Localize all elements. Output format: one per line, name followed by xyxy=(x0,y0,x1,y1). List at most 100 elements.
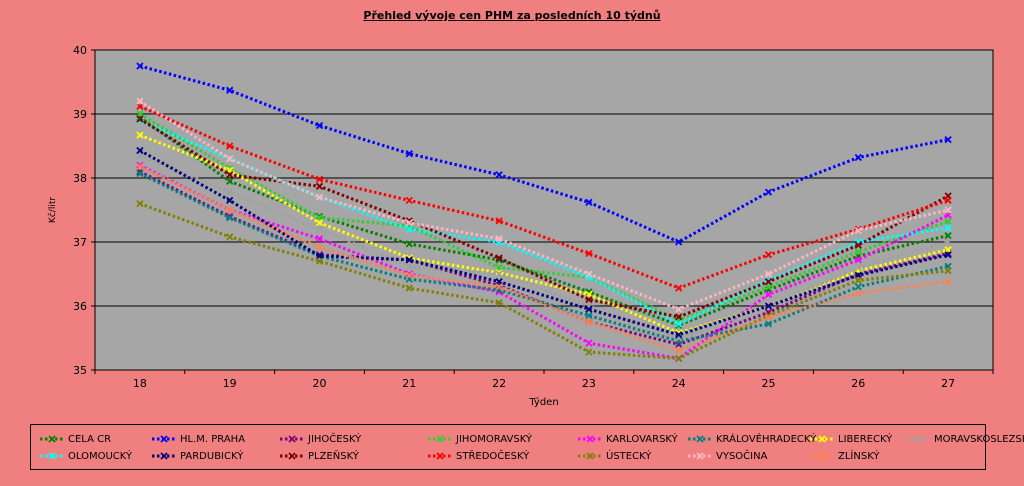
data-point-cela-cr xyxy=(405,240,413,248)
data-point-hl-m-praha xyxy=(315,121,324,130)
data-point-plze-sk- xyxy=(315,182,324,190)
data-point-cela-cr xyxy=(226,177,234,185)
data-point-olomouck- xyxy=(944,224,952,232)
y-tick-label: 35 xyxy=(73,364,87,377)
legend-swatch xyxy=(578,435,602,443)
data-point-hl-m-praha xyxy=(764,188,773,196)
x-tick-label: 22 xyxy=(492,377,506,390)
data-point--steck- xyxy=(944,267,952,275)
data-point--steck- xyxy=(495,299,503,307)
data-point-zl-nsk- xyxy=(405,271,413,279)
legend-swatch xyxy=(152,435,176,443)
data-point-zl-nsk- xyxy=(675,347,683,355)
legend-item: JIHOMORAVSKÝ xyxy=(427,431,532,447)
data-point-karlovarsk- xyxy=(315,235,324,243)
y-tick-label: 38 xyxy=(73,172,87,185)
data-point-pardubick- xyxy=(585,305,593,313)
legend-item: PARDUBICKÝ xyxy=(151,448,243,464)
data-point-hl-m-praha xyxy=(675,238,683,246)
legend-label: JIHOČESKÝ xyxy=(308,433,362,445)
data-point-st-edo-esk- xyxy=(585,249,593,258)
data-point--steck- xyxy=(405,284,413,292)
legend-label: JIHOMORAVSKÝ xyxy=(456,433,533,445)
data-point-pardubick- xyxy=(226,196,234,205)
series-line--steck- xyxy=(139,202,949,361)
legend-item: KRÁLOVÉHRADECKÝ xyxy=(687,431,816,447)
series-line-hl-m-praha xyxy=(139,64,949,244)
data-point-vyso-ina xyxy=(585,270,593,278)
data-point-st-edo-esk- xyxy=(315,175,324,183)
data-point-moravskoslezsk- xyxy=(315,225,324,233)
y-axis-label: Kč/litr xyxy=(47,197,58,223)
legend: CELA CR HL.M. PRAHA JIHOČESKÝ JIHOMORAVSKÝ K… xyxy=(30,424,1024,470)
data-point-pardubick- xyxy=(944,251,952,259)
data-point-plze-sk- xyxy=(495,254,503,262)
data-point-zl-nsk- xyxy=(854,289,862,297)
series-line-moravskoslezsk- xyxy=(139,154,949,340)
legend-swatch xyxy=(810,435,834,443)
data-point-zl-nsk- xyxy=(495,283,503,291)
x-tick-label: 20 xyxy=(313,377,327,390)
legend-label: PARDUBICKÝ xyxy=(180,450,244,462)
data-point-jihomoravsk- xyxy=(854,247,862,256)
data-point-hl-m-praha xyxy=(585,198,593,206)
data-point-vyso-ina xyxy=(495,235,503,243)
data-point-libereck- xyxy=(315,219,324,227)
y-tick-label: 36 xyxy=(73,300,87,313)
data-point-plze-sk- xyxy=(136,115,144,123)
data-point-plze-sk- xyxy=(764,278,773,286)
data-point-st-edo-esk- xyxy=(675,284,683,292)
series-line-st-edo-esk- xyxy=(139,104,949,290)
data-point-cela-cr xyxy=(944,231,952,240)
data-point-kr-lov-hradeck- xyxy=(226,214,234,222)
data-point-vyso-ina xyxy=(944,206,952,214)
x-tick-label: 27 xyxy=(941,377,955,390)
legend-label: KRÁLOVÉHRADECKÝ xyxy=(716,433,817,445)
legend-item: CELA CR xyxy=(39,431,111,447)
data-point-vyso-ina xyxy=(405,219,413,227)
x-tick-label: 19 xyxy=(223,377,237,390)
data-point-vyso-ina xyxy=(854,226,862,235)
legend-label: OLOMOUCKÝ xyxy=(68,450,133,462)
legend-item: HL.M. PRAHA xyxy=(151,431,245,447)
x-axis-label: Týden xyxy=(528,396,558,408)
legend-item: ÚSTECKÝ xyxy=(577,448,651,464)
data-point-zl-nsk- xyxy=(585,318,593,326)
legend-item: KARLOVARSKÝ xyxy=(577,431,678,447)
data-point-plze-sk- xyxy=(854,241,862,249)
data-point-karlovarsk- xyxy=(854,256,862,264)
y-tick-label: 40 xyxy=(73,44,87,57)
data-point-moravskoslezsk- xyxy=(944,238,952,246)
legend-label: PLZEŇSKÝ xyxy=(308,450,359,462)
data-point-pardubick- xyxy=(764,302,773,310)
data-point-vyso-ina xyxy=(675,305,683,313)
data-point-hl-m-praha xyxy=(944,135,952,144)
data-point-olomouck- xyxy=(675,320,683,328)
legend-swatch xyxy=(280,452,304,460)
legend-swatch xyxy=(906,435,930,443)
data-point-kr-lov-hradeck- xyxy=(764,320,773,328)
data-point-libereck- xyxy=(136,131,144,139)
legend-label: CELA CR xyxy=(68,433,112,445)
data-point-zl-nsk- xyxy=(944,278,952,286)
legend-swatch xyxy=(40,435,64,443)
data-point-pardubick- xyxy=(675,331,683,339)
legend-item: LIBERECKÝ xyxy=(809,431,892,447)
data-point--steck- xyxy=(585,348,593,356)
x-tick-label: 18 xyxy=(133,377,147,390)
x-tick-label: 24 xyxy=(672,377,686,390)
y-tick-label: 39 xyxy=(73,108,87,121)
data-point-zl-nsk- xyxy=(764,313,773,322)
data-point-zl-nsk- xyxy=(136,162,144,171)
legend-swatch xyxy=(428,435,452,443)
legend-label: HL.M. PRAHA xyxy=(180,433,246,445)
legend-swatch xyxy=(688,435,712,443)
y-tick-label: 37 xyxy=(73,236,87,249)
legend-swatch xyxy=(280,435,304,443)
chart: 35 36 37 38 39 40 18 19 20 21 22 23 24 25 26 27 Týden Kč/… xyxy=(47,44,994,408)
legend-swatch xyxy=(578,452,602,460)
data-point-plze-sk- xyxy=(585,295,593,304)
legend-label: ÚSTECKÝ xyxy=(606,450,652,462)
data-point-karlovarsk- xyxy=(585,339,593,347)
data-point-st-edo-esk- xyxy=(405,196,413,205)
